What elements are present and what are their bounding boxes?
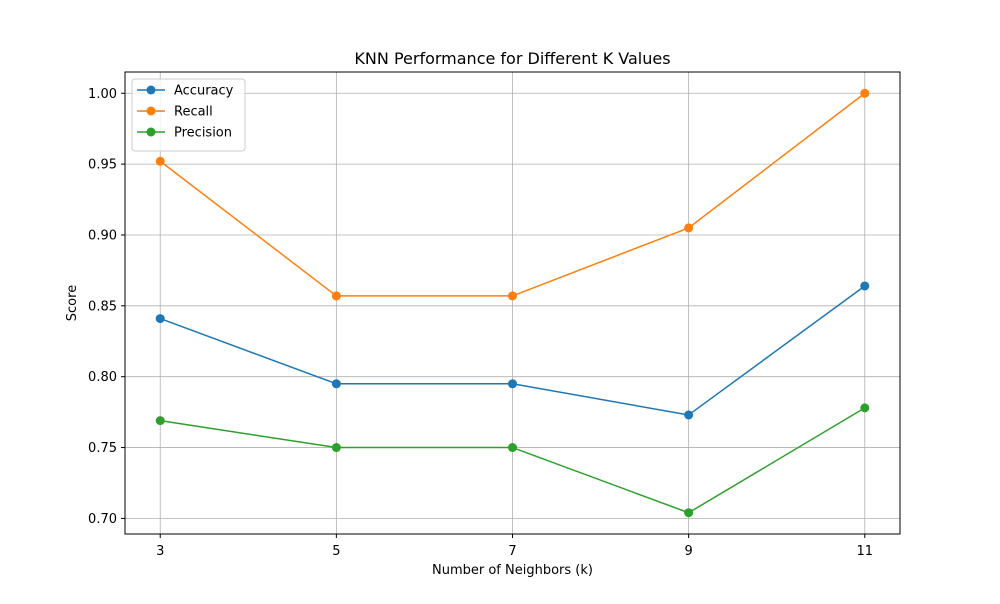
- precision-point: [331, 443, 341, 453]
- y-tick-label: 0.70: [88, 512, 117, 527]
- accuracy-point: [331, 379, 341, 389]
- y-tick-label: 0.80: [88, 370, 117, 385]
- legend-item-precision: Precision: [137, 126, 232, 141]
- y-tick-label: 0.85: [88, 299, 117, 314]
- legend-item-accuracy: Accuracy: [137, 84, 234, 99]
- accuracy-point: [508, 379, 517, 389]
- x-tick-label: 5: [332, 544, 340, 559]
- precision-point: [155, 416, 165, 426]
- legend-label: Accuracy: [174, 84, 234, 99]
- series-lines: [155, 88, 870, 518]
- recall-point: [860, 88, 870, 98]
- grid: [125, 72, 900, 534]
- legend: Accuracy Recall Precision: [131, 78, 246, 152]
- precision-point: [684, 508, 694, 518]
- y-tick-label: 0.90: [88, 228, 117, 243]
- chart-title: KNN Performance for Different K Values: [354, 49, 670, 68]
- y-axis-ticks: 0.70 0.75 0.80 0.85 0.90 0.95 1.00: [88, 87, 125, 527]
- legend-box: [131, 78, 246, 152]
- accuracy-point: [684, 410, 694, 420]
- precision-point: [860, 403, 870, 413]
- recall-point: [684, 223, 694, 233]
- y-axis-label: Score: [65, 285, 80, 321]
- y-tick-label: 0.95: [88, 158, 117, 173]
- recall-point: [155, 156, 165, 166]
- x-tick-label: 9: [684, 544, 692, 559]
- recall-point: [508, 291, 517, 301]
- x-tick-label: 7: [508, 544, 516, 559]
- precision-point: [508, 443, 517, 453]
- y-tick-label: 1.00: [88, 87, 117, 102]
- y-tick-label: 0.75: [88, 441, 117, 456]
- x-tick-label: 3: [156, 544, 164, 559]
- legend-marker: [146, 127, 156, 137]
- legend-item-recall: Recall: [137, 105, 213, 120]
- legend-label: Precision: [174, 126, 232, 141]
- legend-label: Recall: [174, 105, 213, 120]
- recall-point: [331, 291, 341, 301]
- legend-marker: [146, 106, 156, 116]
- x-axis-label: Number of Neighbors (k): [432, 563, 593, 578]
- accuracy-point: [860, 281, 870, 291]
- accuracy-point: [155, 314, 165, 324]
- x-axis-ticks: 3 5 7 9 11: [156, 534, 873, 559]
- legend-marker: [146, 85, 156, 95]
- series-recall: [155, 88, 870, 301]
- series-accuracy: [155, 281, 870, 420]
- x-tick-label: 11: [856, 544, 873, 559]
- series-precision: [155, 403, 870, 518]
